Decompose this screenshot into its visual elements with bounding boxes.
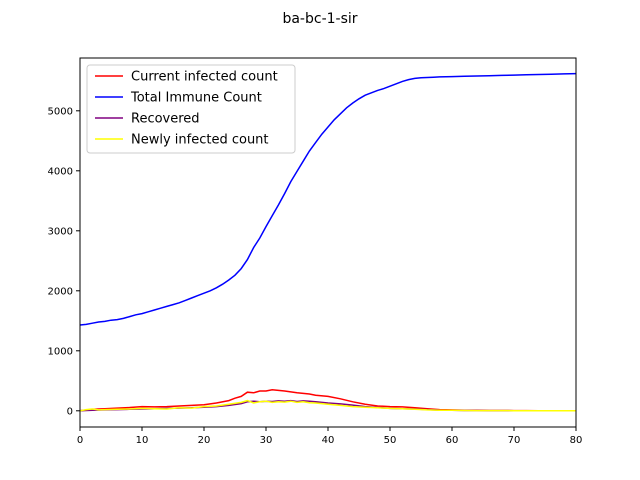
- x-axis: 0 10 20 30 40 50 60 70 80: [77, 427, 583, 446]
- x-tick-label: 30: [260, 435, 273, 446]
- series-line-3: [79, 399, 577, 412]
- legend-box: [86, 64, 296, 154]
- legend: Current infected count Total Immune Count…: [86, 64, 296, 154]
- x-tick-label: 70: [508, 435, 521, 446]
- x-tick-label: 50: [384, 435, 397, 446]
- y-tick-label: 2000: [48, 286, 73, 297]
- legend-label: Total Immune Count: [130, 91, 262, 106]
- series-layer: [79, 72, 577, 412]
- legend-label: Current infected count: [131, 70, 278, 85]
- x-tick-label: 80: [570, 435, 583, 446]
- y-tick-label: 4000: [48, 166, 73, 177]
- series-line-1: [79, 72, 577, 326]
- x-tick-label: 0: [77, 435, 83, 446]
- x-tick-label: 60: [446, 435, 459, 446]
- chart-title: ba-bc-1-sir: [282, 11, 357, 27]
- x-tick-label: 10: [136, 435, 149, 446]
- y-tick-label: 5000: [48, 106, 73, 117]
- y-tick-label: 1000: [48, 346, 73, 357]
- legend-label: Newly infected count: [131, 133, 269, 148]
- x-tick-label: 20: [198, 435, 211, 446]
- x-tick-label: 40: [322, 435, 335, 446]
- y-tick-label: 0: [67, 406, 73, 417]
- series-line-0: [79, 389, 577, 412]
- legend-label: Recovered: [131, 112, 200, 127]
- y-axis: 0 1000 2000 3000 4000 5000: [48, 106, 80, 417]
- y-tick-label: 3000: [48, 226, 73, 237]
